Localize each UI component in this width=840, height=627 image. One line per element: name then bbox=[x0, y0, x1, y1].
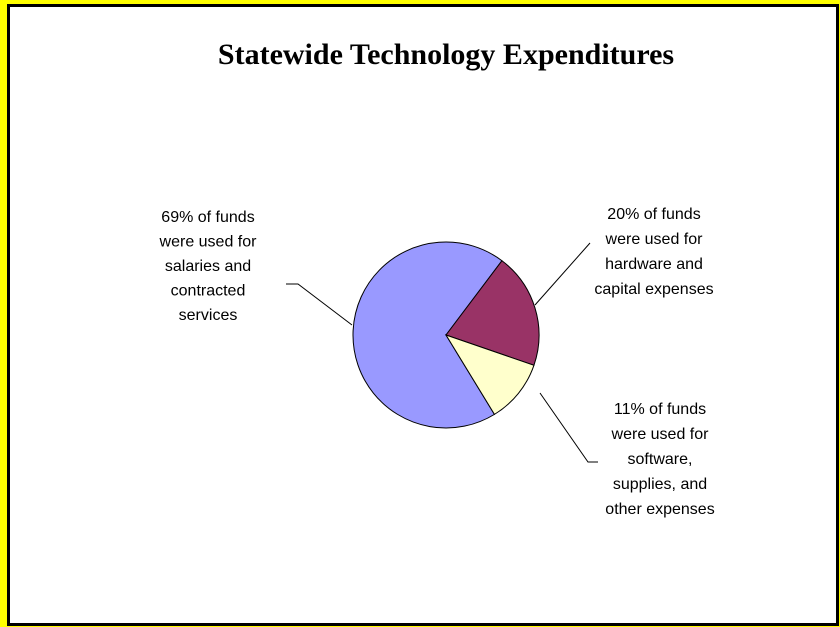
pie-slice bbox=[352, 241, 503, 429]
data-label: 69% of funds bbox=[161, 209, 254, 226]
leader-line bbox=[286, 283, 353, 326]
data-label: salaries and bbox=[165, 258, 251, 275]
data-label: 20% of funds bbox=[607, 206, 700, 223]
leader-line bbox=[534, 242, 591, 306]
data-label: supplies, and bbox=[613, 476, 707, 493]
data-label: were used for bbox=[605, 231, 704, 248]
chart-title: Statewide Technology Expenditures bbox=[218, 38, 674, 71]
data-label: were used for bbox=[159, 234, 258, 251]
data-label: were used for bbox=[611, 426, 710, 443]
data-label: hardware and bbox=[605, 256, 703, 273]
data-label: software, bbox=[628, 451, 693, 468]
data-label: 11% of funds bbox=[614, 401, 706, 418]
pie-slice bbox=[445, 260, 540, 366]
data-label: contracted bbox=[171, 283, 246, 300]
pie-slice bbox=[444, 334, 535, 416]
data-label: services bbox=[179, 307, 238, 324]
leader-line bbox=[539, 392, 598, 463]
data-label: other expenses bbox=[605, 501, 714, 518]
data-label: capital expenses bbox=[594, 281, 713, 298]
